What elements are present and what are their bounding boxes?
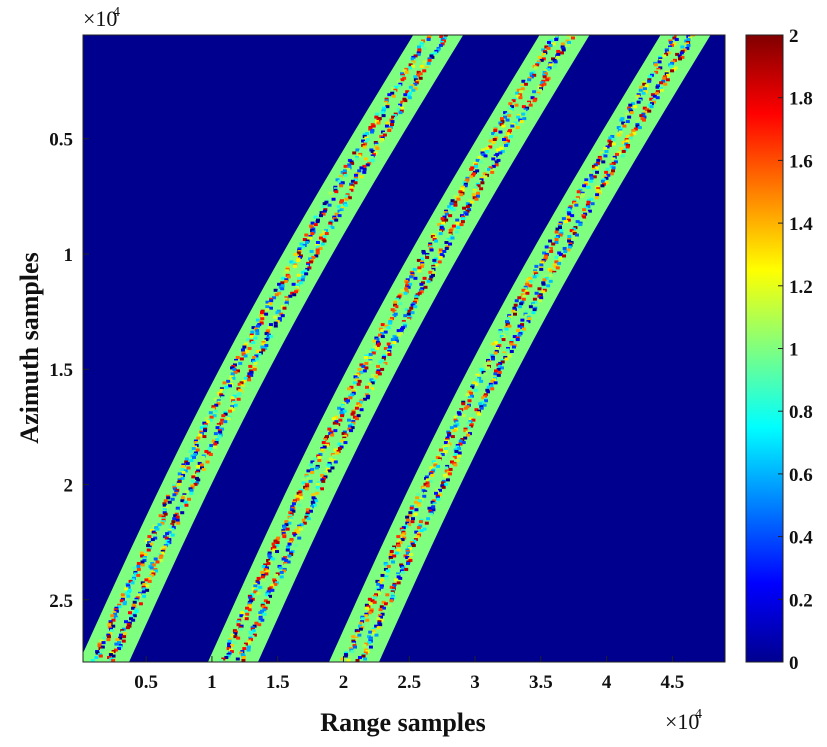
- plot-frame: [82, 34, 726, 663]
- colorbar-tick-label: 1.2: [789, 277, 813, 298]
- band-3-noise: [340, 35, 696, 662]
- colorbar-tick-label: 1.8: [789, 89, 813, 110]
- y-exponent: ×10 4: [83, 5, 120, 31]
- x-tick-label: 3.5: [529, 672, 553, 693]
- x-tick-label: 3: [470, 672, 480, 693]
- colorbar-tick-label: 0.2: [789, 590, 813, 611]
- y-tick-label: 2.5: [49, 591, 73, 612]
- band-2-fill: [207, 35, 590, 662]
- y-tick-label: 0.5: [49, 130, 73, 151]
- y-exponent-power: 4: [113, 5, 120, 20]
- x-axis-ticks: 0.5 1 1.5 2 2.5 3 3.5 4 4.5: [134, 656, 684, 693]
- band-layer: [83, 35, 711, 662]
- x-tick-label: 2: [339, 672, 349, 693]
- y-axis-title: Azimuth samples: [15, 252, 44, 443]
- x-tick-label: 2.5: [397, 672, 421, 693]
- band-2-noise: [219, 35, 576, 662]
- x-axis-title: Range samples: [320, 708, 485, 737]
- x-tick-label: 4.5: [661, 672, 685, 693]
- x-tick-label: 1: [207, 672, 217, 693]
- x-tick-label: 1.5: [266, 672, 290, 693]
- x-tick-label: 4: [602, 672, 612, 693]
- y-axis-ticks: 0.5 1 1.5 2 2.5: [49, 130, 89, 612]
- x-exponent-base: ×10: [665, 709, 699, 734]
- plot-area: [82, 34, 726, 663]
- colorbar-tick-label: 0.4: [789, 528, 813, 549]
- colorbar-gradient: [745, 34, 784, 663]
- colorbar-tick-label: 2: [789, 26, 799, 47]
- x-tick-label: 0.5: [134, 672, 158, 693]
- colorbar-tick-label: 0: [789, 653, 799, 674]
- x-exponent-power: 4: [695, 707, 702, 722]
- band-2: [207, 35, 590, 662]
- colorbar-tick-label: 1.4: [789, 214, 813, 235]
- colorbar-tick-label: 1: [789, 340, 799, 361]
- colorbar-tick-label: 1.6: [789, 151, 813, 172]
- colorbar-tick-label: 0.8: [789, 402, 813, 423]
- band-3-fill: [329, 35, 711, 662]
- x-exponent: ×10 4: [665, 707, 702, 734]
- y-tick-label: 1: [64, 245, 74, 266]
- y-tick-label: 1.5: [49, 360, 73, 381]
- band-1-noise: [90, 35, 448, 662]
- colorbar-ticks: 0 0.2 0.4 0.6 0.8 1 1.2 1.4 1.6 1.8 2: [778, 26, 813, 674]
- colorbar-tick-label: 0.6: [789, 465, 813, 486]
- colorbar: 0 0.2 0.4 0.6 0.8 1 1.2 1.4 1.6 1.8 2: [745, 26, 813, 674]
- y-tick-label: 2: [64, 476, 74, 497]
- band-1: [83, 35, 464, 662]
- y-exponent-base: ×10: [83, 6, 117, 31]
- band-3: [329, 35, 711, 662]
